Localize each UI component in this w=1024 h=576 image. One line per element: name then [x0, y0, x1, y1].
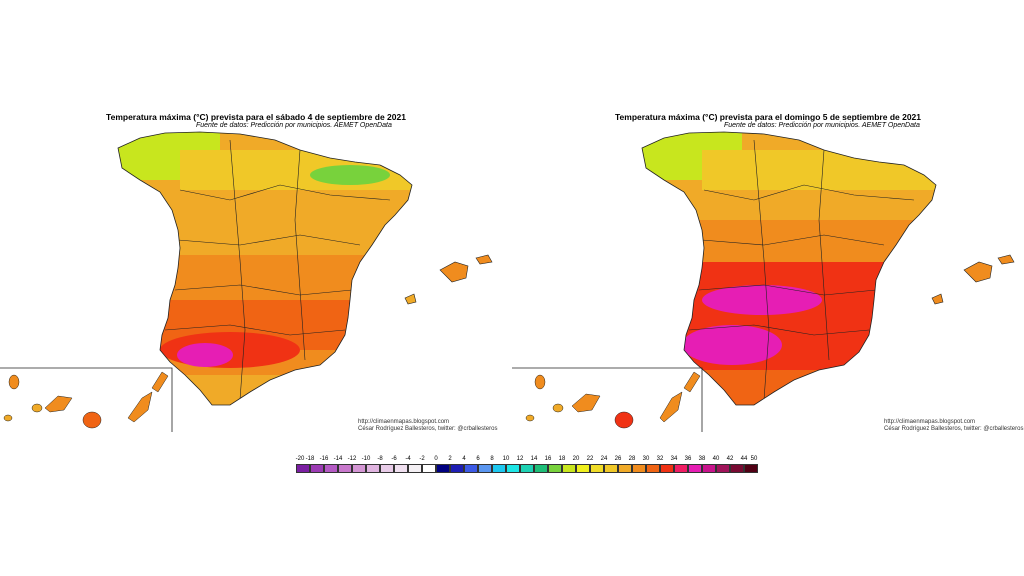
- colorbar-tick-label: -4: [405, 456, 411, 462]
- colorbar-swatch: [352, 464, 366, 473]
- colorbar-tick-label: 24: [600, 456, 608, 462]
- colorbar-swatch: [380, 464, 394, 473]
- colorbar-tick-label: -14: [333, 456, 343, 462]
- colorbar-swatch: [730, 464, 744, 473]
- colorbar-tick-label: 26: [614, 456, 622, 462]
- spain-map-sunday: [512, 131, 1015, 432]
- colorbar-tick-label: -6: [391, 456, 397, 462]
- colorbar-tick-label: 34: [670, 456, 678, 462]
- colorbar-tick-label: 20: [572, 456, 580, 462]
- colorbar-tick-label: -18: [305, 456, 315, 462]
- colorbar-swatch: [632, 464, 646, 473]
- colorbar-swatch: [646, 464, 660, 473]
- colorbar-tick-label: 36: [684, 456, 692, 462]
- colorbar-swatch: [562, 464, 576, 473]
- colorbar-tick-label: 4: [462, 456, 466, 462]
- colorbar-swatch: [450, 464, 464, 473]
- colorbar-tick-label: -8: [377, 456, 383, 462]
- colorbar-tick-label: 12: [516, 456, 524, 462]
- map-source: Fuente de datos: Predicción por municipi…: [196, 122, 392, 129]
- colorbar-swatch: [338, 464, 352, 473]
- colorbar-swatch: [618, 464, 632, 473]
- colorbar-tick-label: -16: [319, 456, 329, 462]
- map-source: Fuente de datos: Predicción por municipi…: [724, 122, 920, 129]
- colorbar-swatch: [422, 464, 436, 473]
- colorbar-tick-label: 0: [434, 456, 438, 462]
- colorbar-tick-label: -2: [419, 456, 425, 462]
- map-title: Temperatura máxima (°C) prevista para el…: [614, 112, 922, 122]
- colorbar-swatch: [296, 464, 310, 473]
- colorbar-tick-label: 38: [698, 456, 706, 462]
- colorbar-swatch: [408, 464, 422, 473]
- colorbar-tick-label: 40: [712, 456, 720, 462]
- credit-url: http://climaenmapas.blogspot.com: [358, 419, 450, 425]
- colorbar-swatch: [674, 464, 688, 473]
- colorbar-swatch: [534, 464, 548, 473]
- colorbar-tick-label: 8: [490, 456, 494, 462]
- colorbar-swatch: [310, 464, 324, 473]
- credit-author: César Rodríguez Ballesteros, twitter: @c…: [358, 426, 498, 432]
- colorbar-swatch: [688, 464, 702, 473]
- colorbar-tick-label: 14: [530, 456, 538, 462]
- map-panel-saturday: Temperatura máxima (°C) prevista para el…: [0, 0, 512, 440]
- colorbar-swatch: [324, 464, 338, 473]
- colorbar-swatch: [520, 464, 534, 473]
- colorbar-swatch: [366, 464, 380, 473]
- map-panel-sunday: Temperatura máxima (°C) prevista para el…: [512, 0, 1024, 440]
- colorbar-tick-label: 2: [448, 456, 452, 462]
- colorbar-tick-label: -20: [295, 456, 305, 462]
- temperature-colorbar: -20 -18 -16 -14 -12 -10 -8 -6 -4 -2 0 2 4 6 8 10 12 14 16 1…: [296, 456, 758, 474]
- colorbar-tick-label: 30: [642, 456, 650, 462]
- colorbar-tick-label: 6: [476, 456, 480, 462]
- colorbar-swatch: [478, 464, 492, 473]
- colorbar-tick-label: 10: [502, 456, 510, 462]
- colorbar-tick-label: -10: [361, 456, 371, 462]
- colorbar-swatch: [744, 464, 758, 473]
- map-title: Temperatura máxima (°C) prevista para el…: [106, 112, 406, 122]
- colorbar-tick-label: 32: [656, 456, 664, 462]
- credit-author: César Rodríguez Ballesteros, twitter: @c…: [884, 426, 1024, 432]
- colorbar-tick-label: 16: [544, 456, 552, 462]
- colorbar-tick-label: -12: [347, 456, 357, 462]
- colorbar-tick-label: 22: [586, 456, 594, 462]
- colorbar-tick-label: 42: [726, 456, 734, 462]
- colorbar-swatch: [464, 464, 478, 473]
- colorbar-swatch: [576, 464, 590, 473]
- colorbar-tick-label: 18: [558, 456, 566, 462]
- spain-map-saturday: [0, 131, 493, 432]
- credit-url: http://climaenmapas.blogspot.com: [884, 419, 976, 425]
- colorbar-swatch: [492, 464, 506, 473]
- colorbar-swatch: [548, 464, 562, 473]
- colorbar-swatch: [436, 464, 450, 473]
- colorbar-swatch: [506, 464, 520, 473]
- colorbar-tick-label: 50: [750, 456, 758, 462]
- colorbar-swatch: [604, 464, 618, 473]
- colorbar-swatch: [660, 464, 674, 473]
- colorbar-swatch: [702, 464, 716, 473]
- colorbar-swatch: [590, 464, 604, 473]
- colorbar-tick-label: 44: [740, 456, 748, 462]
- colorbar-swatch: [394, 464, 408, 473]
- colorbar-tick-label: 28: [628, 456, 636, 462]
- colorbar-swatch: [716, 464, 730, 473]
